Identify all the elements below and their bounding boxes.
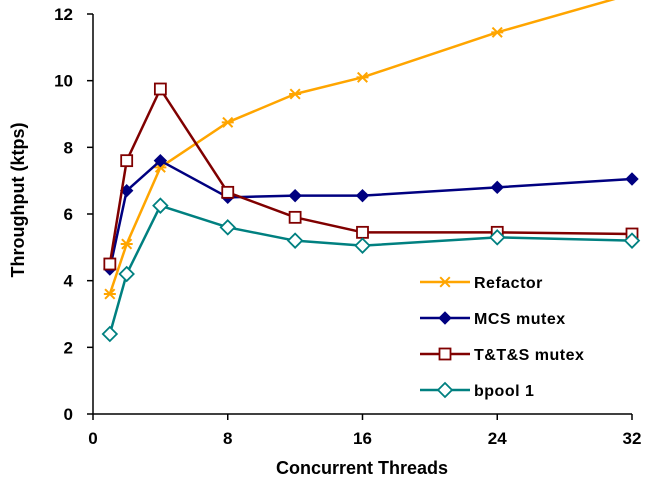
legend-item-refactor: Refactor [420,275,543,292]
data-point-refactor [103,288,116,300]
data-point-bpool-1 [286,232,304,249]
data-point-bpool-1 [488,229,506,246]
series-layer [101,0,641,343]
legend-label: MCS mutex [474,311,566,328]
legend-marker [438,311,452,325]
data-point-mcs-mutex [153,153,168,168]
asterisk-marker-shape [439,276,451,288]
data-point-refactor [221,116,234,128]
asterisk-marker-shape [356,71,369,83]
axes [87,13,633,420]
data-point-t-t-s-mutex [153,82,167,96]
asterisk-marker-shape [491,26,504,38]
legend-label: Refactor [474,275,543,292]
asterisk-marker-shape [289,88,302,100]
data-point-bpool-1 [118,265,135,283]
y-tick-label: 4 [64,272,74,291]
data-point-t-t-s-mutex [221,185,235,199]
data-point-bpool-1 [152,197,169,214]
series-t-t-s-mutex [103,82,639,271]
legend-marker [439,276,451,288]
asterisk-marker-shape [221,116,234,128]
series-line-refactor [108,0,616,295]
data-point-t-t-s-mutex [288,210,302,224]
y-tick-label: 6 [64,205,73,224]
series-line-t-t-s-mutex [108,87,633,265]
data-point-refactor [491,26,504,38]
x-tick-label: 16 [353,429,372,448]
data-point-mcs-mutex [288,188,302,203]
series-refactor [103,0,616,300]
y-tick-label: 12 [54,5,73,24]
asterisk-marker-shape [103,288,116,300]
data-point-bpool-1 [219,219,237,236]
legend-item-bpool-1: bpool 1 [420,381,534,400]
y-tick-label: 0 [64,405,73,424]
series-bpool-1 [101,197,641,343]
legend-marker [438,347,452,361]
legend: Refactor MCS mutex T&T&S mutex bpool 1 [420,275,584,400]
data-point-bpool-1 [623,232,641,249]
x-tick-label: 8 [223,429,232,448]
series-line-bpool-1 [108,204,633,335]
x-axis-title: Concurrent Threads [276,458,448,478]
asterisk-marker-shape [120,238,133,250]
y-tick-label: 8 [64,138,73,157]
data-point-t-t-s-mutex [356,225,369,239]
data-point-mcs-mutex [490,180,504,195]
data-point-mcs-mutex [625,172,639,186]
data-point-t-t-s-mutex [103,257,117,271]
x-tick-label: 32 [623,429,642,448]
x-tick-label: 0 [88,429,97,448]
data-point-mcs-mutex [355,188,370,203]
legend-label: T&T&S mutex [474,347,584,364]
legend-marker [436,381,454,399]
data-point-refactor [356,71,369,83]
data-point-refactor [120,238,133,250]
legend-label: bpool 1 [474,383,534,400]
x-tick-label: 24 [488,429,507,448]
data-point-t-t-s-mutex [120,154,134,168]
y-axis-title: Throughput (ktps) [8,123,28,278]
legend-item-t-t-s-mutex: T&T&S mutex [420,347,584,364]
y-tick-label: 2 [64,338,73,357]
y-tick-label: 10 [54,72,73,91]
legend-item-mcs-mutex: MCS mutex [420,311,566,328]
x-tick-labels: 0 8 16 24 32 [88,429,641,448]
series-mcs-mutex [103,153,639,276]
data-point-bpool-1 [101,325,119,343]
series-line-mcs-mutex [108,159,633,270]
data-point-refactor [289,88,302,100]
y-tick-labels: 0 2 4 6 8 10 12 [54,5,73,424]
data-point-bpool-1 [354,237,371,254]
